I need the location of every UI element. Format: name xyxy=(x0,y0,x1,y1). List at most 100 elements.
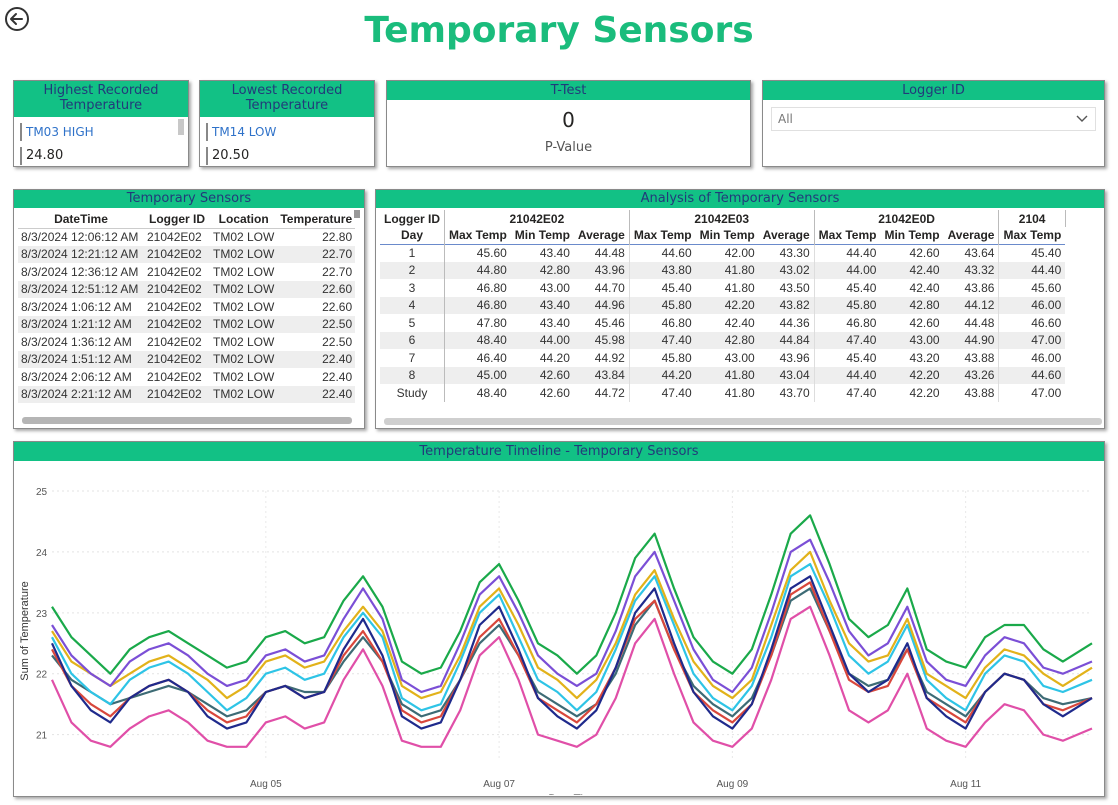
matrix-cell: 44.80 xyxy=(444,261,511,279)
matrix-cell: 42.60 xyxy=(909,315,940,330)
matrix-row: 6 48.40 44.00 45.98 47.40 42.80 44.84 47.40 43.0… xyxy=(380,331,1066,349)
matrix-row: 5 47.80 43.40 45.46 46.80 42.40 44.36 46.80 42.6… xyxy=(380,314,1065,332)
series-line xyxy=(51,562,1093,712)
x-tick-label: Aug 09 xyxy=(717,779,749,790)
matrix-cell: 47.40 xyxy=(846,385,877,400)
matrix-measure-header[interactable]: Average xyxy=(758,227,815,244)
matrix-cell: 43.80 xyxy=(629,261,696,279)
analysis-scrollbar[interactable] xyxy=(384,418,1102,425)
matrix-cell: 42.40 xyxy=(909,280,940,295)
matrix-measure-header[interactable]: Average xyxy=(943,227,1000,244)
matrix-cell: 42.40 xyxy=(880,261,944,279)
matrix-day-header[interactable]: Day xyxy=(380,227,445,244)
matrix-cell: 41.80 xyxy=(724,385,755,400)
matrix-cell: 47.00 xyxy=(998,331,1066,349)
matrix-cell: 44.40 xyxy=(998,261,1066,279)
matrix-cell: 48.40 xyxy=(444,331,511,349)
matrix-cell: 42.20 xyxy=(880,366,944,384)
table-cell: TM02 LOW xyxy=(210,280,278,298)
back-button[interactable] xyxy=(4,6,30,32)
matrix-cell: 45.46 xyxy=(573,314,630,332)
matrix-cell: 44.72 xyxy=(573,384,630,402)
matrix-group-header[interactable]: 2104 xyxy=(998,210,1066,227)
matrix-cell: 43.70 xyxy=(758,384,815,402)
matrix-day-cell: 1 xyxy=(380,244,445,262)
raw-table-title: Temporary Sensors xyxy=(14,190,364,208)
raw-table-vscroll[interactable] xyxy=(354,210,360,218)
matrix-cell: 43.40 xyxy=(539,315,570,330)
matrix-day-cell: 2 xyxy=(380,261,445,279)
matrix-cell: 44.70 xyxy=(573,279,630,297)
table-cell: 22.50 xyxy=(322,334,353,349)
matrix-measure-header[interactable]: Max Temp xyxy=(633,228,692,243)
matrix-measure-header[interactable]: Max Temp xyxy=(1003,228,1062,243)
lowest-temp-item[interactable]: TM14 LOW xyxy=(206,123,276,141)
matrix-group-header[interactable]: 21042E03 xyxy=(629,210,815,227)
matrix-cell: 42.60 xyxy=(539,385,570,400)
x-tick-label: Aug 07 xyxy=(483,779,515,790)
table-cell: 21042E02 xyxy=(147,299,202,314)
table-cell: 21042E02 xyxy=(147,230,202,244)
raw-col-header[interactable]: DateTime xyxy=(54,211,108,226)
matrix-day-cell: 5 xyxy=(380,314,445,332)
matrix-day-cell: Study xyxy=(380,384,445,402)
matrix-cell: 44.36 xyxy=(758,314,815,332)
analysis-matrix-visual: Analysis of Temporary Sensors Logger ID 2… xyxy=(375,189,1105,429)
matrix-group-header[interactable]: 21042E02 xyxy=(444,210,630,227)
table-row: 8/3/2024 2:21:12 AM 21042E02 TM02 LOW 22.40 xyxy=(18,385,356,403)
matrix-cell: 44.48 xyxy=(573,244,630,262)
logger-id-dropdown[interactable]: All xyxy=(771,107,1096,131)
matrix-cell: 43.50 xyxy=(758,279,815,297)
matrix-cell: 45.00 xyxy=(444,366,511,384)
table-row: 8/3/2024 1:36:12 AM 21042E02 TM02 LOW 22.50 xyxy=(18,333,355,351)
lowest-temp-title: Lowest Recorded Temperature xyxy=(200,81,374,117)
table-cell: 21042E02 xyxy=(147,369,202,384)
x-axis-label: DateTime xyxy=(548,792,600,795)
matrix-cell: 47.40 xyxy=(661,385,692,400)
matrix-measure-header[interactable]: Max Temp xyxy=(818,228,877,243)
ttest-value: 0 xyxy=(562,108,575,132)
matrix-cell: 42.00 xyxy=(724,246,755,260)
matrix-cell: 48.40 xyxy=(476,385,507,400)
temperature-timeline-chart: 21 22 23 24 25 Aug 05 Aug 07 Aug 09 Aug 11 DateTi… xyxy=(19,487,1093,796)
matrix-cell: 41.80 xyxy=(695,366,759,384)
raw-table-scrollbar[interactable] xyxy=(22,417,352,424)
matrix-group-header[interactable]: 21042E0D xyxy=(814,210,1000,227)
matrix-cell: 45.60 xyxy=(476,246,507,260)
matrix-cell: 43.88 xyxy=(943,384,1000,402)
highest-scrollbar[interactable] xyxy=(178,119,184,135)
matrix-cell: 43.20 xyxy=(909,350,940,365)
matrix-cell: 43.00 xyxy=(880,331,944,349)
highest-temp-item[interactable]: TM03 HIGH xyxy=(20,123,94,141)
matrix-cell: 43.96 xyxy=(758,349,815,367)
matrix-cell: 46.80 xyxy=(444,296,511,314)
table-cell: 8/3/2024 12:21:12 AM xyxy=(18,245,144,263)
matrix-cell: 44.00 xyxy=(510,331,574,349)
matrix-cell: 45.60 xyxy=(1031,280,1062,295)
raw-col-header[interactable]: Temperature xyxy=(280,211,353,226)
table-cell: 8/3/2024 12:06:12 AM xyxy=(21,230,139,244)
x-tick-label: Aug 05 xyxy=(250,779,282,790)
matrix-cell: 47.40 xyxy=(629,331,696,349)
matrix-cell: 45.98 xyxy=(573,331,630,349)
chevron-down-icon xyxy=(1076,115,1088,122)
matrix-cell: 43.02 xyxy=(758,261,815,279)
matrix-measure-header[interactable]: Min Temp xyxy=(514,228,570,243)
matrix-cell: 47.00 xyxy=(1031,385,1062,400)
logger-id-slicer: Logger ID All xyxy=(762,80,1105,167)
matrix-cell: 46.00 xyxy=(1031,350,1062,365)
raw-col-header[interactable]: Location xyxy=(218,211,269,226)
matrix-day-cell: 3 xyxy=(380,279,445,297)
highest-temp-slicer: Highest Recorded Temperature TM03 HIGH 2… xyxy=(13,80,189,167)
matrix-cell: 43.00 xyxy=(724,350,755,365)
matrix-measure-header[interactable]: Min Temp xyxy=(884,228,940,243)
matrix-cell: 44.96 xyxy=(573,296,630,314)
logger-id-title: Logger ID xyxy=(763,81,1104,100)
matrix-row: 4 46.80 43.40 44.96 45.80 42.20 43.82 45.80 42.8… xyxy=(380,296,1066,314)
table-cell: TM02 LOW xyxy=(213,230,275,244)
matrix-measure-header[interactable]: Average xyxy=(573,227,630,244)
matrix-cell: 44.90 xyxy=(943,331,1000,349)
matrix-measure-header[interactable]: Max Temp xyxy=(449,228,507,243)
raw-col-header[interactable]: Logger ID xyxy=(149,211,205,226)
matrix-measure-header[interactable]: Min Temp xyxy=(699,228,755,243)
